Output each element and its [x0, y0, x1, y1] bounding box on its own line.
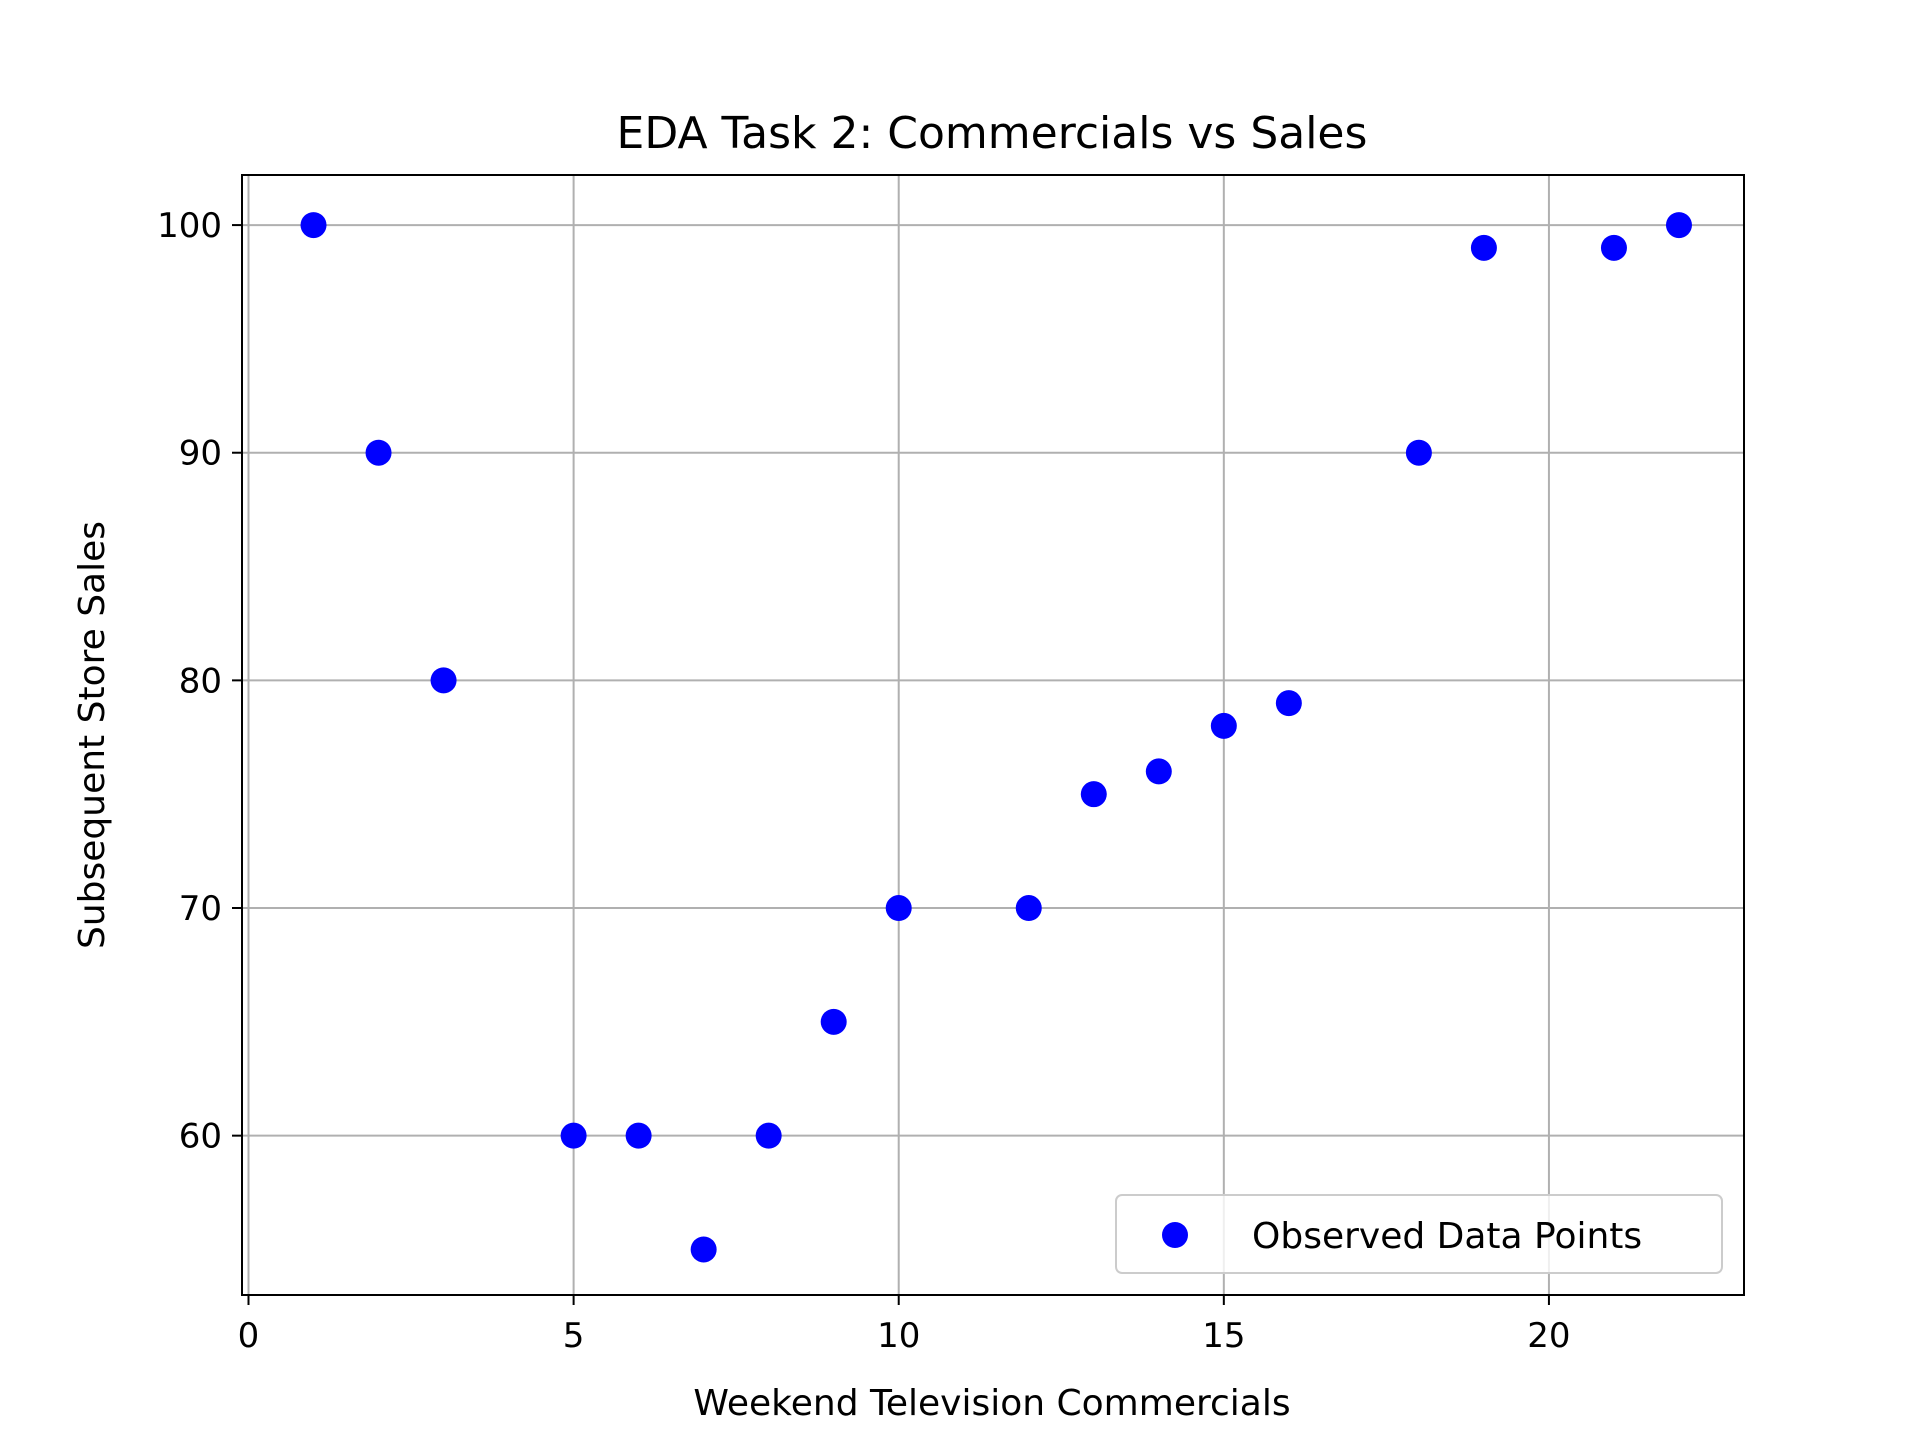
legend-frame: [1115, 1194, 1723, 1274]
legend-label: Observed Data Points: [1252, 1216, 1642, 1257]
plot-area-frame: [241, 174, 1745, 1296]
data-point: [1080, 781, 1107, 808]
y-tick-label: 80: [179, 661, 222, 701]
data-point: [430, 667, 457, 694]
legend: Observed Data Points: [1115, 1194, 1723, 1274]
x-tick-label: 0: [238, 1316, 260, 1356]
data-point: [1275, 690, 1302, 717]
data-point: [1470, 234, 1497, 261]
data-points: [300, 212, 1692, 1263]
data-point: [690, 1236, 717, 1263]
data-point: [1405, 439, 1432, 466]
y-tick-label: 70: [179, 889, 222, 929]
data-point: [300, 212, 327, 239]
x-axis-ticks: 0 5 10 15 20: [238, 1295, 1571, 1356]
y-axis-ticks: 60 70 80 90 100: [157, 206, 242, 1157]
data-point: [1015, 895, 1042, 922]
data-point: [820, 1008, 847, 1035]
x-tick-label: 10: [877, 1316, 920, 1356]
x-tick-label: 15: [1202, 1316, 1245, 1356]
data-point: [1600, 234, 1627, 261]
y-axis-label: Subsequent Store Sales: [72, 521, 113, 949]
y-tick-label: 60: [179, 1117, 222, 1157]
data-point: [1210, 712, 1237, 739]
data-point: [755, 1122, 782, 1149]
data-point: [1665, 212, 1692, 239]
y-tick-label: 90: [179, 434, 222, 474]
legend-marker: [1162, 1222, 1188, 1248]
data-point: [560, 1122, 587, 1149]
data-point: [365, 439, 392, 466]
chart-title: EDA Task 2: Commercials vs Sales: [617, 108, 1368, 159]
x-axis-label: Weekend Television Commercials: [693, 1383, 1290, 1424]
grid-lines: [242, 175, 1744, 1295]
y-tick-label: 100: [157, 206, 222, 246]
data-point: [625, 1122, 652, 1149]
data-point: [885, 895, 912, 922]
x-tick-label: 20: [1527, 1316, 1570, 1356]
x-tick-label: 5: [563, 1316, 585, 1356]
data-point: [1145, 758, 1172, 785]
